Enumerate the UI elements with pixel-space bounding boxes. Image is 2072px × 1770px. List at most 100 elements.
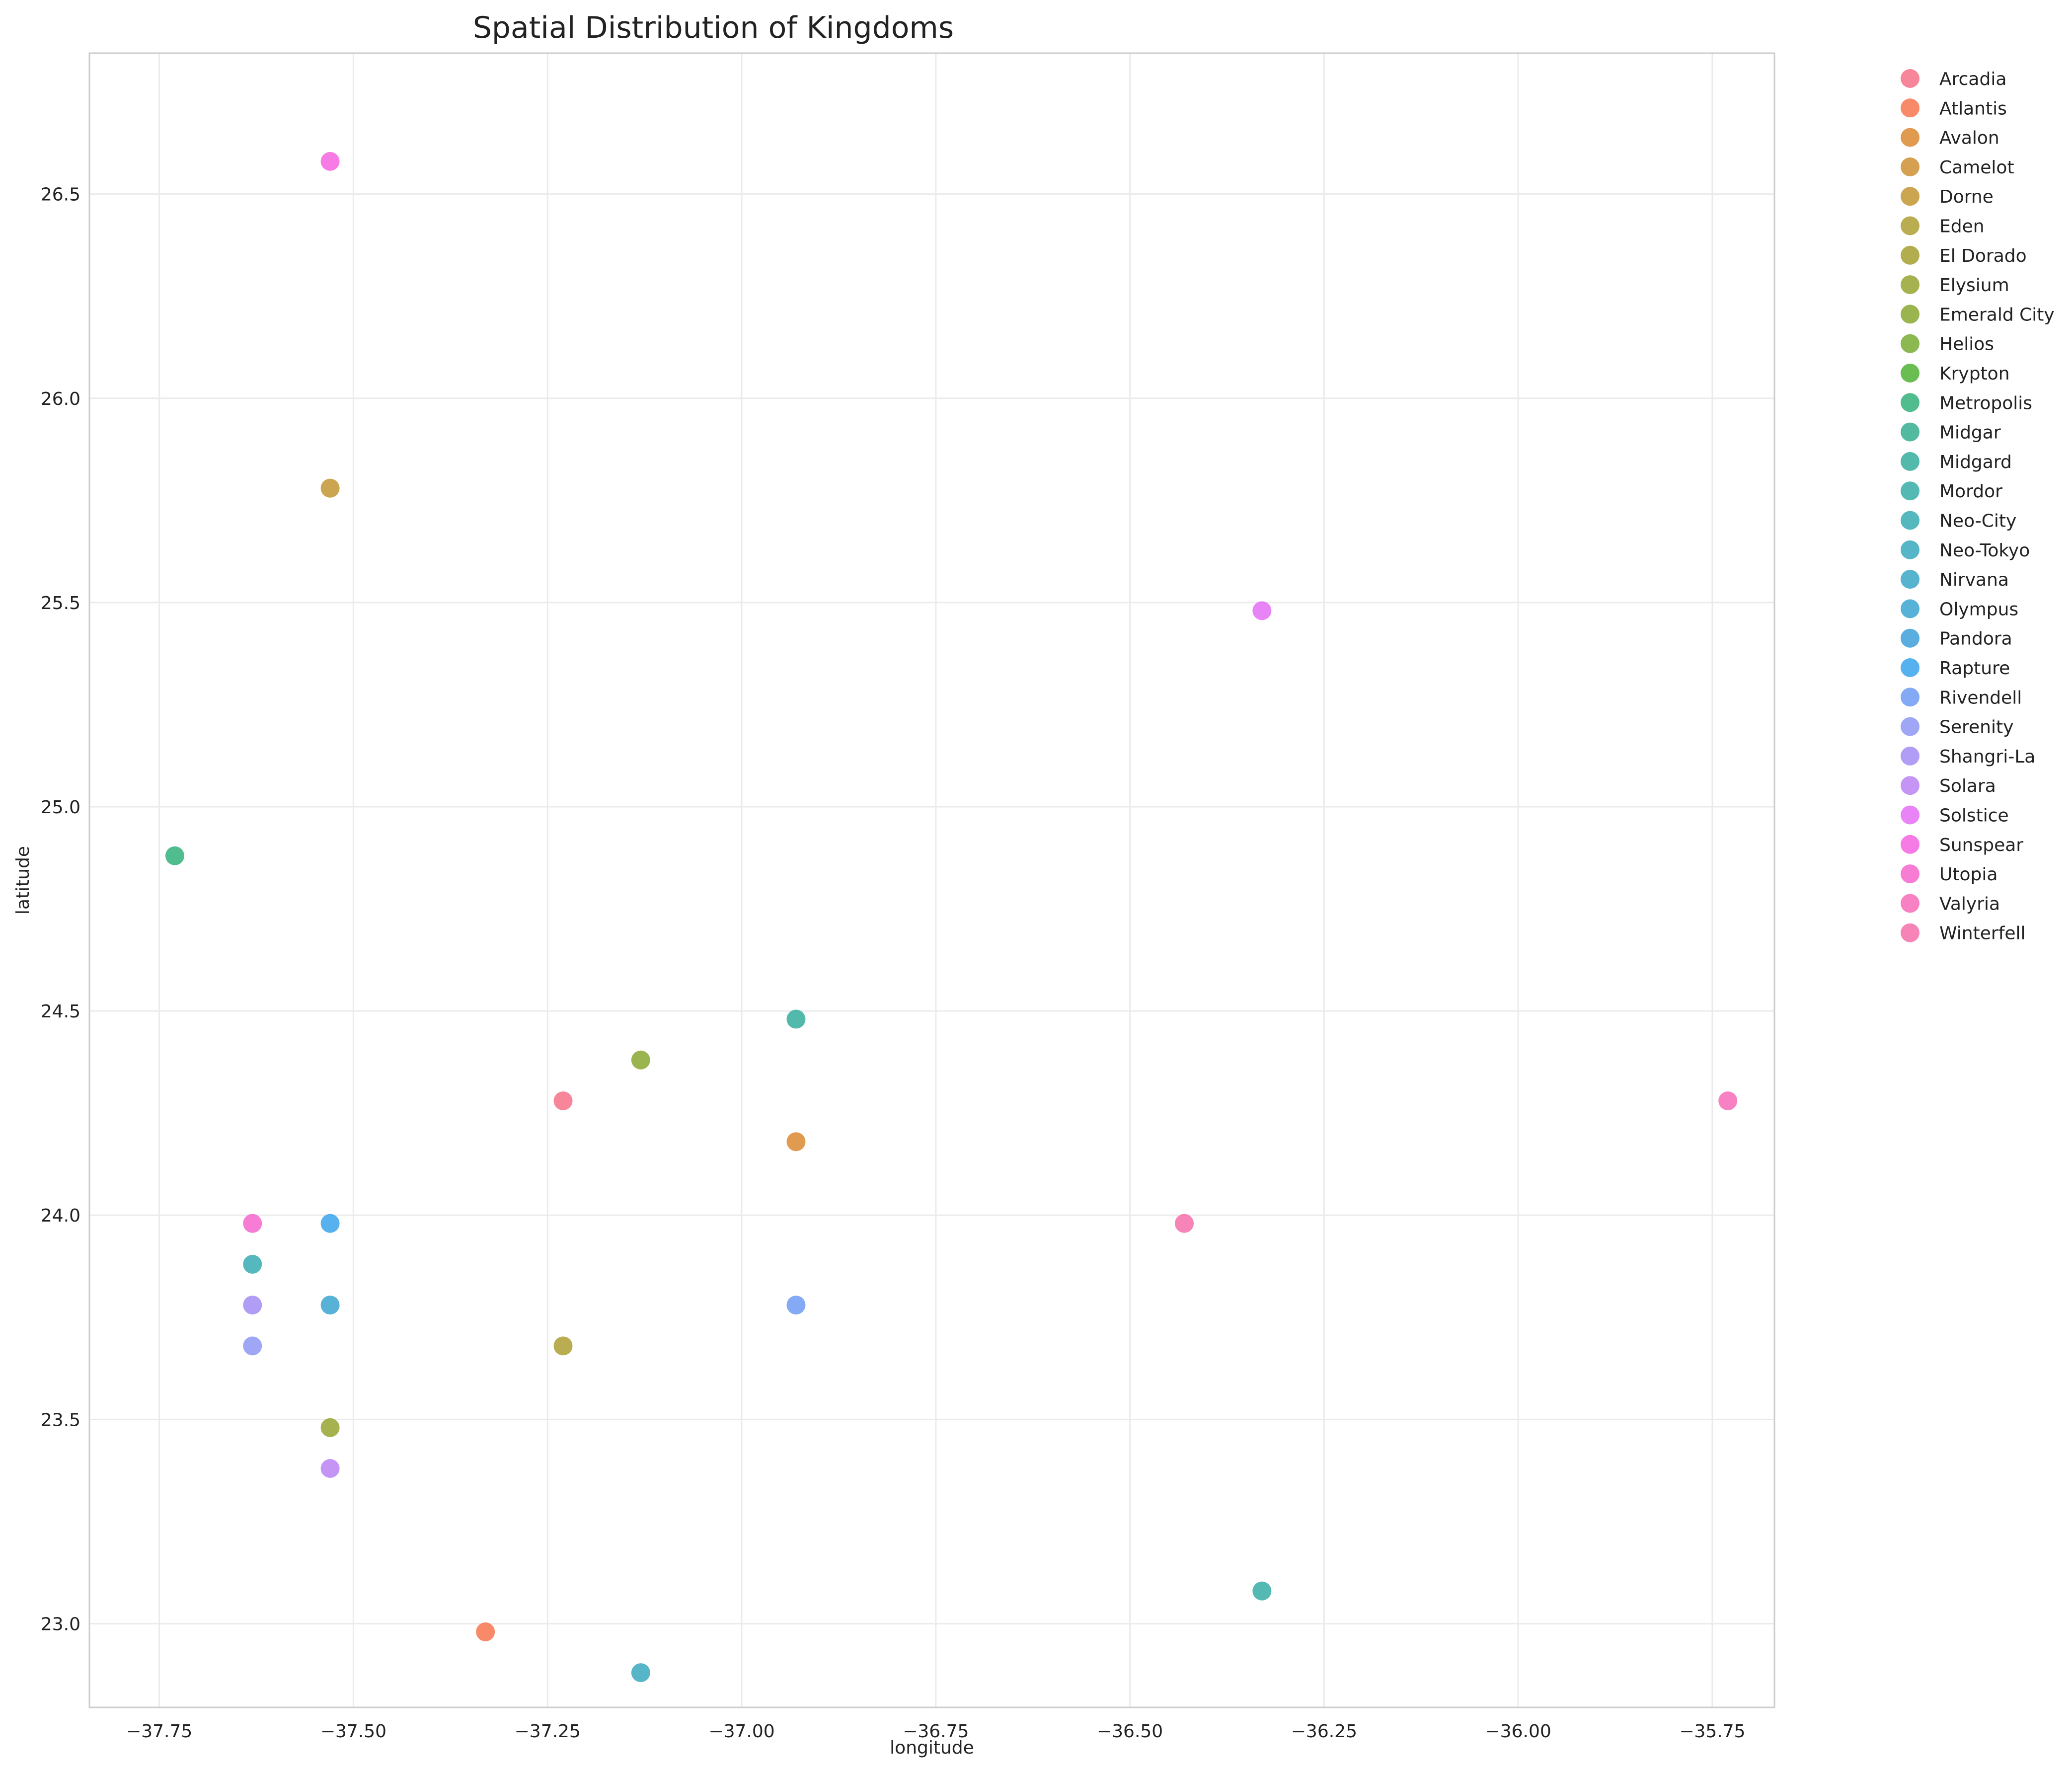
legend-marker-solara [1901, 776, 1919, 795]
legend-label-solstice: Solstice [1939, 806, 2009, 826]
data-point-utopia [243, 1214, 262, 1233]
legend-marker-sunspear [1901, 835, 1919, 854]
data-point-midgard [786, 1009, 806, 1029]
legend-marker-el-dorado [1901, 245, 1919, 265]
data-point-solara [320, 1459, 340, 1478]
data-point-shangri-la [243, 1296, 262, 1315]
legend-label-sunspear: Sunspear [1939, 835, 2023, 855]
legend-label-atlantis: Atlantis [1939, 98, 2007, 119]
x-tick-label: −37.50 [320, 1721, 386, 1742]
legend-marker-olympus [1901, 599, 1919, 618]
x-axis-ticks: −37.75 −37.50 −37.25 −37.00 −36.75 −36.50 −36.… [126, 1721, 1746, 1742]
data-point-dorne [320, 478, 340, 498]
legend-marker-mordor [1901, 481, 1919, 501]
legend-label-serenity: Serenity [1939, 717, 2013, 738]
legend-marker-camelot [1901, 157, 1919, 176]
legend-marker-midgar [1901, 422, 1919, 442]
y-axis-ticks: 23.0 23.5 24.0 24.5 25.0 25.5 26.0 26.5 [41, 185, 80, 1635]
legend-marker-utopia [1901, 864, 1919, 884]
legend-marker-emerald-city [1901, 305, 1919, 324]
legend-label-metropolis: Metropolis [1939, 393, 2032, 413]
legend-label-el-dorado: El Dorado [1939, 246, 2027, 266]
y-tick-label: 25.0 [41, 797, 80, 818]
data-point-neo-city [243, 1254, 262, 1274]
legend-marker-neo-city [1901, 511, 1919, 530]
legend-label-eden: Eden [1939, 217, 1985, 237]
legend-label-midgar: Midgar [1939, 423, 2001, 443]
data-point-rivendell [786, 1296, 806, 1315]
legend-label-valyria: Valyria [1939, 894, 2000, 914]
data-point-serenity [243, 1336, 262, 1356]
legend-label-helios: Helios [1939, 334, 1994, 355]
x-axis-label: longitude [890, 1738, 974, 1758]
legend-marker-eden [1901, 216, 1919, 235]
legend-marker-arcadia [1901, 69, 1919, 88]
x-tick-label: −36.75 [903, 1721, 969, 1742]
x-tick-label: −36.50 [1097, 1721, 1163, 1742]
plot-area-frame [88, 52, 1775, 1708]
legend-marker-solstice [1901, 805, 1919, 825]
data-point-avalon [786, 1132, 806, 1152]
data-point-rapture [320, 1214, 340, 1233]
x-tick-label: −37.00 [708, 1721, 774, 1742]
data-point-sunspear [320, 152, 340, 171]
legend-marker-krypton [1901, 364, 1919, 383]
legend-marker-valyria [1901, 894, 1919, 913]
data-point-eden [553, 1336, 573, 1356]
legend-marker-nirvana [1901, 570, 1919, 589]
legend-label-winterfell: Winterfell [1939, 923, 2026, 944]
x-tick-label: −35.75 [1679, 1721, 1745, 1742]
legend-label-camelot: Camelot [1939, 157, 2014, 178]
legend-label-rapture: Rapture [1939, 658, 2010, 679]
legend-label-olympus: Olympus [1939, 599, 2018, 619]
legend-marker-midgard [1901, 452, 1919, 471]
legend-label-mordor: Mordor [1939, 481, 2002, 502]
legend-marker-rapture [1901, 658, 1919, 677]
legend-marker-atlantis [1901, 98, 1919, 118]
legend-label-arcadia: Arcadia [1939, 69, 2006, 89]
legend-marker-elysium [1901, 275, 1919, 295]
legend-label-krypton: Krypton [1939, 364, 2010, 384]
data-point-solstice [1252, 601, 1272, 620]
legend-marker-helios [1901, 334, 1919, 353]
legend-label-elysium: Elysium [1939, 275, 2009, 296]
chart-title: Spatial Distribution of Kingdoms [473, 10, 954, 45]
legend-label-neo-city: Neo-City [1939, 511, 2016, 532]
data-points [165, 152, 1738, 1683]
data-point-valyria [1718, 1091, 1738, 1110]
data-point-emerald-city [631, 1050, 650, 1070]
legend-marker-metropolis [1901, 393, 1919, 412]
y-tick-label: 26.0 [41, 389, 80, 409]
x-tick-label: −37.25 [515, 1721, 581, 1742]
legend-label-neo-tokyo: Neo-Tokyo [1939, 540, 2030, 561]
x-tick-label: −37.75 [126, 1721, 192, 1742]
data-point-metropolis [165, 846, 184, 865]
legend-marker-winterfell [1901, 923, 1919, 942]
legend-label-midgard: Midgard [1939, 452, 2012, 472]
legend-marker-dorne [1901, 187, 1919, 206]
grid-lines [89, 53, 1774, 1707]
y-tick-label: 23.5 [41, 1410, 80, 1430]
legend-marker-serenity [1901, 717, 1919, 736]
x-tick-label: −36.25 [1291, 1721, 1357, 1742]
data-point-winterfell [1175, 1214, 1194, 1233]
data-point-olympus [320, 1296, 340, 1315]
y-tick-label: 23.0 [41, 1614, 80, 1634]
y-tick-label: 25.5 [41, 593, 80, 614]
legend-label-emerald-city: Emerald City [1939, 305, 2055, 325]
data-point-arcadia [553, 1091, 573, 1110]
legend-label-utopia: Utopia [1939, 864, 1997, 885]
y-tick-label: 24.5 [41, 1001, 80, 1022]
data-point-atlantis [476, 1622, 495, 1641]
legend-label-solara: Solara [1939, 776, 1996, 796]
legend: Arcadia Atlantis Avalon Camelot Dorne Eden El … [1901, 69, 2055, 944]
data-point-elysium [320, 1418, 340, 1437]
data-point-mordor [1252, 1581, 1272, 1601]
y-axis-label: latitude [13, 846, 33, 915]
legend-label-avalon: Avalon [1939, 128, 1999, 149]
y-tick-label: 24.0 [41, 1206, 80, 1226]
x-tick-label: −36.00 [1485, 1721, 1551, 1742]
data-point-neo-tokyo [631, 1663, 650, 1683]
